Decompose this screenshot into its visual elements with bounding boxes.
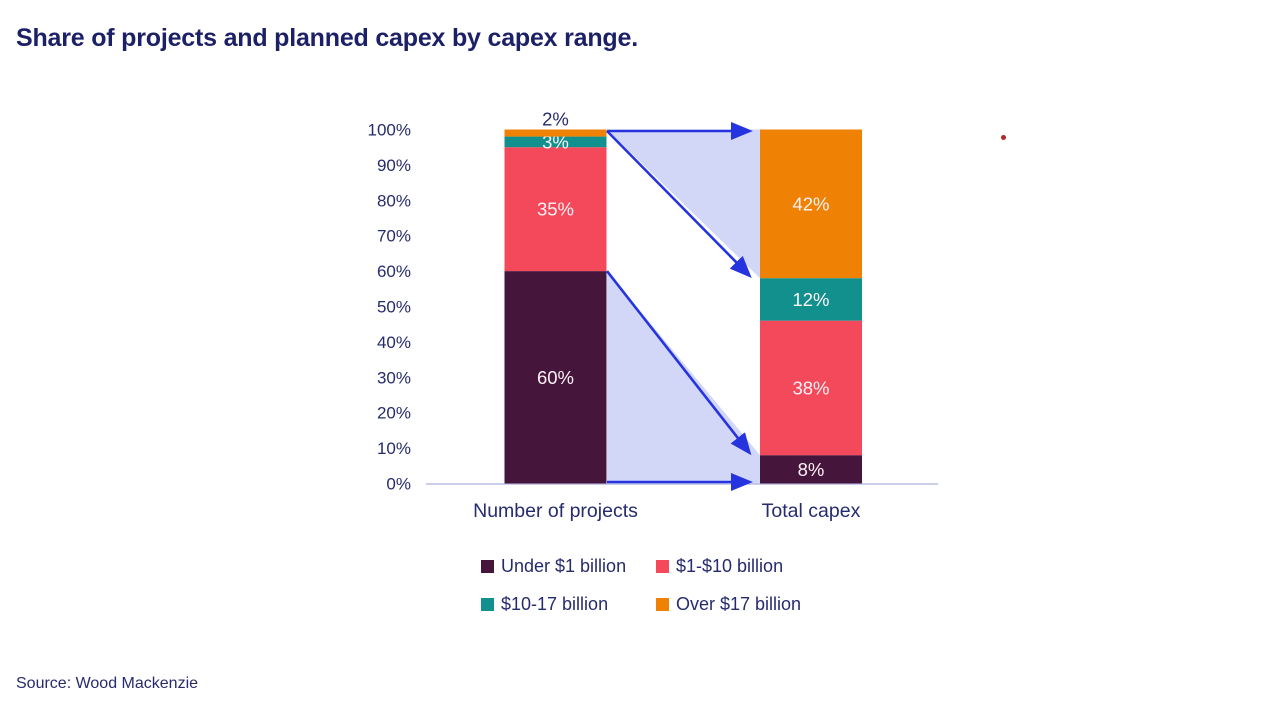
legend-item-0: Under $1 billion [481,556,656,577]
legend-item-1: $1-$10 billion [656,556,801,577]
y-tick-label: 90% [377,156,411,175]
y-tick-label: 30% [377,368,411,387]
segment-label: 60% [537,367,574,388]
legend-swatch-icon [656,560,669,573]
legend-label: $1-$10 billion [676,556,784,576]
chart-title: Share of projects and planned capex by c… [16,24,638,52]
bar-segment-1-0 [760,455,862,484]
y-tick-label: 80% [377,191,411,210]
stray-red-dot [1001,135,1006,140]
bar-segment-0-2 [504,136,607,148]
legend-label: Over $17 billion [676,594,802,614]
y-tick-label: 10% [377,439,411,458]
legend-swatch-icon [481,598,494,611]
legend-item-3: Over $17 billion [656,594,801,615]
segment-label: 35% [537,199,574,220]
y-tick-label: 70% [377,227,411,246]
legend-swatch-icon [656,598,669,611]
segment-label: 8% [798,459,825,480]
segment-label: 3% [542,131,569,152]
legend-item-2: $10-17 billion [481,594,656,615]
bar-segment-0-3 [504,129,607,137]
y-tick-label: 40% [377,333,411,352]
bar-segment-1-1 [760,320,862,456]
source-caption: Source: Wood Mackenzie [16,675,199,692]
bar-segment-0-1 [504,147,607,272]
y-tick-label: 100% [368,121,411,140]
segment-label: 12% [792,289,829,310]
y-tick-label: 0% [386,475,411,494]
y-tick-label: 50% [377,298,411,317]
bar-segment-1-3 [760,129,862,279]
flow-band-0 [607,129,760,279]
y-tick-label: 20% [377,404,411,423]
y-tick-label: 60% [377,262,411,281]
x-category-label: Number of projects [473,500,638,522]
segment-label-outside: 2% [542,109,569,130]
legend-swatch-icon [481,560,494,573]
legend-label: Under $1 billion [501,556,627,576]
flow-arrow-1 [606,130,752,278]
bar-segment-0-0 [504,271,607,484]
chart-legend: Under $1 billion $1-$10 billion $10-17 bil… [481,556,801,615]
segment-label: 38% [792,377,829,398]
bar-segment-1-2 [760,278,862,321]
flow-arrow-2 [605,270,752,456]
segment-label: 42% [792,193,829,214]
flow-band-1 [607,271,760,484]
legend-label: $10-17 billion [501,594,609,614]
x-category-label: Total capex [762,500,861,522]
